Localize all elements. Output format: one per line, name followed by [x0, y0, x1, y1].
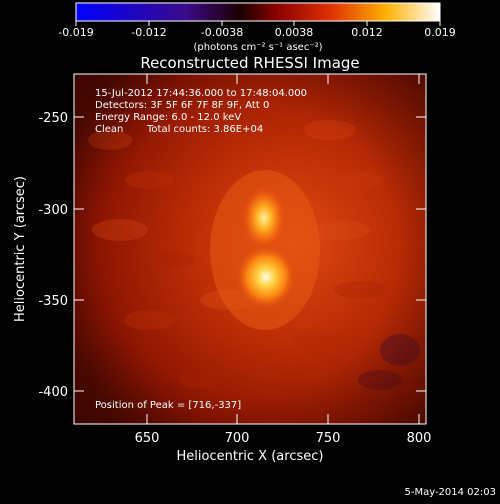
colorbar-tick-label: -0.0038 — [201, 26, 243, 39]
y-tick-label: -250 — [38, 111, 68, 126]
x-tick-label: 750 — [316, 431, 341, 446]
detectors: Detectors: 3F 5F 6F 7F 8F 9F, Att 0 — [95, 100, 269, 111]
clean-label: Clean — [95, 124, 123, 135]
colorbar-tick-label: 0.012 — [351, 26, 383, 39]
total-counts: Total counts: 3.86E+04 — [146, 124, 263, 135]
plot-axes: 650 700 750 800 -250 -300 -350 -400 Heli… — [13, 73, 432, 464]
plot-title: Reconstructed RHESSI Image — [140, 54, 359, 72]
colorbar-tick-label: -0.019 — [58, 26, 93, 39]
annotations: 15-Jul-2012 17:44:36.000 to 17:48:04.000… — [95, 88, 307, 411]
time-range: 15-Jul-2012 17:44:36.000 to 17:48:04.000 — [95, 88, 307, 99]
colorbar: -0.019 -0.012 -0.0038 0.0038 0.012 0.019… — [58, 2, 456, 53]
colorbar-units: (photons cm⁻² s⁻¹ asec⁻²) — [193, 42, 322, 53]
y-tick-label: -350 — [38, 294, 68, 309]
colorbar-tick-label: -0.012 — [131, 26, 166, 39]
colorbar-tick-label: 0.019 — [424, 26, 456, 39]
x-tick-label: 800 — [407, 431, 432, 446]
energy-range: Energy Range: 6.0 - 12.0 keV — [95, 112, 241, 123]
colorbar-tick-label: 0.0038 — [275, 26, 314, 39]
peak-position: Position of Peak = [716,-337] — [95, 400, 241, 411]
x-tick-label: 700 — [225, 431, 250, 446]
solar-image — [74, 74, 426, 424]
y-axis-label: Heliocentric Y (arcsec) — [13, 176, 28, 322]
y-tick-label: -300 — [38, 203, 68, 218]
x-axis-label: Heliocentric X (arcsec) — [177, 449, 324, 464]
y-tick-label: -400 — [38, 385, 68, 400]
footer-date: 5-May-2014 02:03 — [404, 487, 496, 498]
x-tick-label: 650 — [135, 431, 160, 446]
